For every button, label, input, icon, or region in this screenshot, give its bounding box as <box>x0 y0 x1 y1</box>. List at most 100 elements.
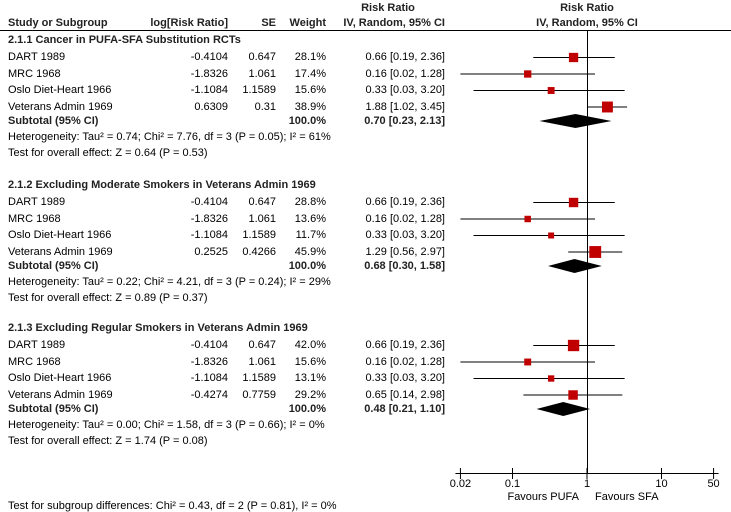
study-name: Veterans Admin 1969 <box>8 100 113 113</box>
study-ci: 0.33 [0.03, 3.20] <box>365 84 445 96</box>
favours-right-label: Favours SFA <box>595 491 659 503</box>
study-logrr: -1.1084 <box>190 229 228 241</box>
study-marker <box>601 101 613 113</box>
study-ci: 0.33 [0.03, 3.20] <box>365 372 445 384</box>
study-name: Oslo Diet-Heart 1966 <box>8 84 112 96</box>
study-se: 1.1589 <box>242 84 276 96</box>
study-logrr: -1.8326 <box>190 355 228 368</box>
study-weight: 11.7% <box>295 229 326 241</box>
study-name: MRC 1968 <box>8 67 61 80</box>
study-logrr: -0.4104 <box>190 196 228 208</box>
study-weight: 15.6% <box>294 355 326 368</box>
study-ci: 0.66 [0.19, 2.36] <box>365 51 445 63</box>
study-marker <box>524 70 532 78</box>
study-weight: 28.8% <box>294 196 326 208</box>
study-name: DART 1989 <box>8 339 66 351</box>
study-marker <box>567 339 580 352</box>
overall-effect-text: Test for overall effect: Z = 0.89 (P = 0… <box>8 292 208 304</box>
study-marker <box>568 52 579 63</box>
favours-left-label: Favours PUFA <box>507 491 579 503</box>
subtotal-weight: 100.0% <box>288 260 326 272</box>
subtotal-ci: 0.48 [0.21, 1.10] <box>364 403 445 415</box>
header-se: SE <box>261 17 276 29</box>
study-ci: 0.66 [0.19, 2.36] <box>365 196 445 208</box>
study-weight: 45.9% <box>294 245 326 258</box>
subgroup-test-text: Test for subgroup differences: Chi² = 0.… <box>8 500 337 512</box>
header-plot-sub: IV, Random, 95% CI <box>536 17 638 29</box>
study-se: 1.1589 <box>242 229 276 241</box>
study-ci: 0.16 [0.02, 1.28] <box>365 67 445 80</box>
group-title: 2.1.2 Excluding Moderate Smokers in Vete… <box>8 179 316 191</box>
subtotal-label: Subtotal (95% CI) <box>8 260 99 272</box>
overall-effect-text: Test for overall effect: Z = 1.74 (P = 0… <box>8 435 208 447</box>
subtotal-label: Subtotal (95% CI) <box>8 403 99 415</box>
study-marker <box>547 87 555 94</box>
study-weight: 13.1% <box>294 372 326 384</box>
study-weight: 38.9% <box>294 100 326 113</box>
study-ci: 0.65 [0.14, 2.98] <box>365 388 445 401</box>
study-logrr: -0.4104 <box>190 339 228 351</box>
study-ci: 1.88 [1.02, 3.45] <box>365 100 445 113</box>
study-marker <box>568 197 579 208</box>
x-tick-label: 50 <box>707 478 720 490</box>
subtotal-weight: 100.0% <box>288 115 326 127</box>
subtotal-ci: 0.68 [0.30, 1.58] <box>364 260 445 272</box>
heterogeneity-text: Heterogeneity: Tau² = 0.74; Chi² = 7.76,… <box>8 131 331 143</box>
study-name: Oslo Diet-Heart 1966 <box>8 229 112 241</box>
study-se: 0.31 <box>254 100 276 113</box>
study-logrr: 0.6309 <box>194 100 228 113</box>
study-name: Veterans Admin 1969 <box>8 245 113 258</box>
study-marker <box>589 246 602 258</box>
study-marker <box>524 215 531 223</box>
subtotal-weight: 100.0% <box>288 403 326 415</box>
study-weight: 13.6% <box>294 212 326 225</box>
study-marker <box>547 375 555 382</box>
heterogeneity-text: Heterogeneity: Tau² = 0.00; Chi² = 1.58,… <box>8 419 325 431</box>
heterogeneity-text: Heterogeneity: Tau² = 0.22; Chi² = 4.21,… <box>8 276 331 288</box>
study-name: DART 1989 <box>8 51 66 63</box>
study-ci: 0.66 [0.19, 2.36] <box>365 339 445 351</box>
study-se: 1.061 <box>248 67 276 80</box>
study-logrr: -0.4104 <box>190 51 228 63</box>
subtotal-label: Subtotal (95% CI) <box>8 115 99 127</box>
group-title: 2.1.1 Cancer in PUFA-SFA Substitution RC… <box>8 34 241 46</box>
study-logrr: -1.8326 <box>190 212 228 225</box>
study-se: 0.7759 <box>242 388 276 401</box>
study-marker <box>568 390 578 400</box>
overall-effect-text: Test for overall effect: Z = 0.64 (P = 0… <box>8 147 208 159</box>
study-ci: 0.16 [0.02, 1.28] <box>365 355 445 368</box>
study-weight: 17.4% <box>294 67 326 80</box>
study-logrr: -1.8326 <box>190 67 228 80</box>
header-plot-title: Risk Ratio <box>560 2 614 14</box>
subtotal-diamond <box>536 402 591 416</box>
x-tick-label: 1 <box>583 478 591 490</box>
study-name: Veterans Admin 1969 <box>8 388 113 401</box>
header-weight: Weight <box>289 17 326 29</box>
study-se: 0.647 <box>248 196 276 208</box>
group-title: 2.1.3 Excluding Regular Smokers in Veter… <box>8 322 308 334</box>
x-tick-label: 10 <box>655 478 668 490</box>
study-logrr: -1.1084 <box>190 372 228 384</box>
header-ci-sub: IV, Random, 95% CI <box>343 17 445 29</box>
x-tick-label: 0.1 <box>504 478 521 490</box>
header-logrr: log[Risk Ratio] <box>150 17 228 29</box>
study-se: 0.647 <box>248 51 276 63</box>
header-study: Study or Subgroup <box>8 17 108 29</box>
study-se: 1.061 <box>248 212 276 225</box>
study-se: 1.1589 <box>242 372 276 384</box>
study-ci: 1.29 [0.56, 2.97] <box>365 245 445 258</box>
study-ci: 0.33 [0.03, 3.20] <box>365 229 445 241</box>
study-marker <box>524 358 532 366</box>
study-name: DART 1989 <box>8 196 66 208</box>
study-name: Oslo Diet-Heart 1966 <box>8 372 112 384</box>
study-se: 0.4266 <box>242 245 276 258</box>
study-logrr: -1.1084 <box>190 84 228 96</box>
study-weight: 42.0% <box>294 339 326 351</box>
study-ci: 0.16 [0.02, 1.28] <box>365 212 445 225</box>
study-se: 0.647 <box>248 339 276 351</box>
study-name: MRC 1968 <box>8 355 61 368</box>
study-weight: 15.6% <box>294 84 326 96</box>
header-ci-title: Risk Ratio <box>361 2 415 14</box>
